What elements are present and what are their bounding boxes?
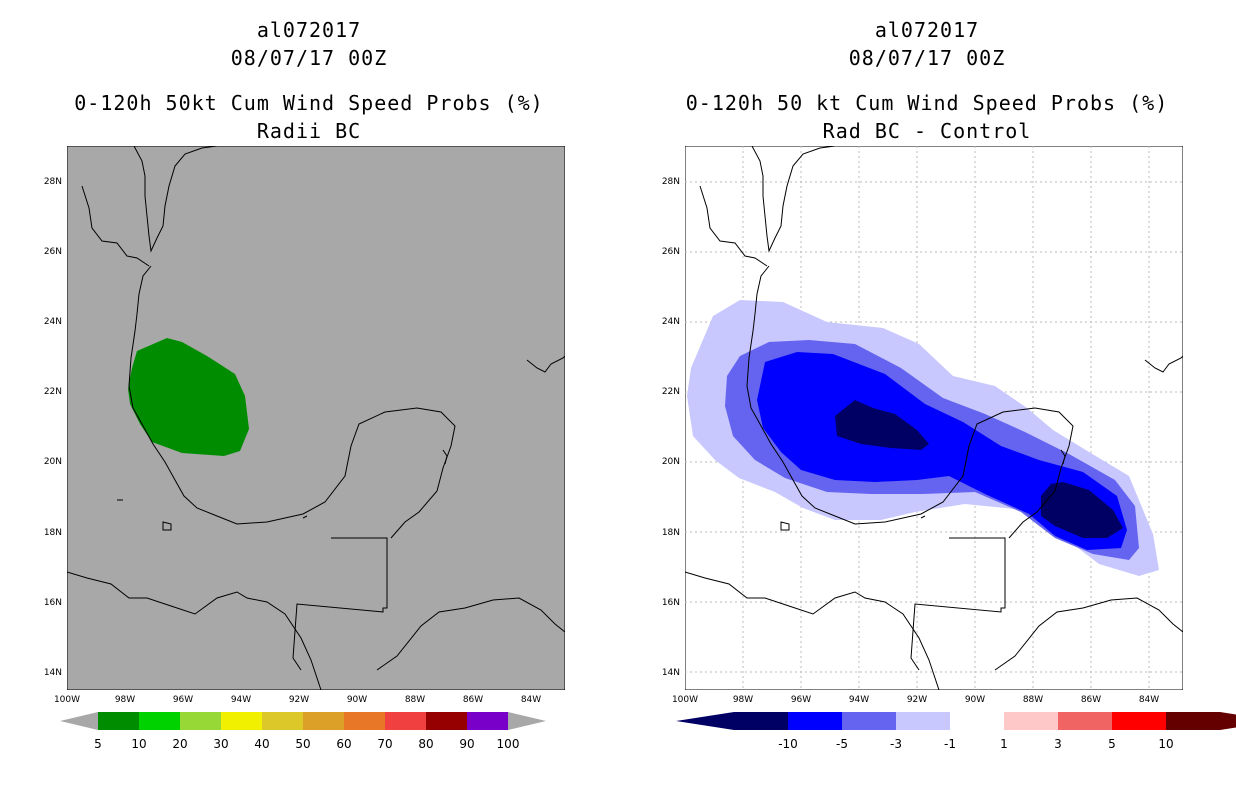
lat-label: 22N: [43, 387, 62, 397]
colorbar-box: [180, 712, 221, 730]
colorbar-label: 30: [213, 737, 229, 751]
colorbar-box: [1004, 712, 1058, 730]
colorbar: [676, 712, 1236, 730]
colorbar-box: [262, 712, 303, 730]
colorbar-box: [788, 712, 842, 730]
lat-label: 16N: [43, 598, 62, 608]
colorbar: [60, 712, 546, 730]
lat-label: 18N: [661, 528, 680, 538]
colorbar-label: 60: [336, 737, 352, 751]
lat-label: 20N: [661, 457, 680, 467]
datetime: 08/07/17 00Z: [230, 46, 388, 70]
lon-label: 86W: [1080, 695, 1102, 705]
colorbar-label: 3: [1054, 737, 1062, 751]
contour-lt-neg10-east: [1041, 482, 1123, 538]
left-panel: al072017 08/07/17 00Z 0-120h 50kt Cum Wi…: [43, 18, 565, 751]
product-title: 0-120h 50kt Cum Wind Speed Probs (%): [74, 91, 544, 115]
colorbar-label: 5: [94, 737, 102, 751]
colorbar-left-arrow: [676, 712, 734, 730]
lon-label: 92W: [906, 695, 928, 705]
colorbar-box: [734, 712, 788, 730]
storm-id: al072017: [256, 18, 362, 42]
lon-label: 94W: [230, 695, 252, 705]
lon-label: 100W: [53, 695, 81, 705]
lat-label: 22N: [661, 387, 680, 397]
colorbar-box: [221, 712, 262, 730]
colorbar-right-arrow: [1220, 712, 1236, 730]
contour-lt-neg10-west: [835, 400, 929, 450]
coastline: [67, 146, 565, 690]
colorbar-box: [467, 712, 508, 730]
lat-label: 14N: [43, 668, 62, 678]
lat-label: 24N: [661, 317, 680, 327]
colorbar-box: [1166, 712, 1220, 730]
variant-title: Radii BC: [256, 119, 362, 143]
colorbar-label: 20: [172, 737, 188, 751]
lon-label: 84W: [520, 695, 542, 705]
colorbar-label: 10: [1158, 737, 1174, 751]
lat-label: 20N: [43, 457, 62, 467]
colorbar-label: 100: [496, 737, 520, 751]
colorbar-label: 50: [295, 737, 311, 751]
colorbar-label: 70: [377, 737, 393, 751]
map-svg: [67, 146, 565, 690]
colorbar-box: [1058, 712, 1112, 730]
lon-label: 84W: [1138, 695, 1160, 705]
lon-label: 86W: [462, 695, 484, 705]
colorbar-box: [98, 712, 139, 730]
colorbar-label: 90: [459, 737, 475, 751]
colorbar-box: [303, 712, 344, 730]
lat-label: 26N: [43, 247, 62, 257]
colorbar-label: -5: [836, 737, 848, 751]
lon-label: 96W: [172, 695, 194, 705]
map-frame: [67, 146, 565, 690]
contour-neg5-neg10: [757, 352, 1127, 550]
lon-label: 98W: [114, 695, 136, 705]
colorbar-label: -3: [890, 737, 902, 751]
colorbar-box: [344, 712, 385, 730]
map-frame: [685, 146, 1183, 690]
colorbar-label: -10: [778, 737, 798, 751]
lat-label: 18N: [43, 528, 62, 538]
colorbar-box: [896, 712, 950, 730]
prob-contour-5-10: [128, 338, 249, 456]
lat-label: 26N: [661, 247, 680, 257]
lon-label: 90W: [346, 695, 368, 705]
colorbar-box: [842, 712, 896, 730]
coastline: [685, 146, 1183, 690]
storm-id: al072017: [874, 18, 980, 42]
colorbar-right-arrow: [508, 712, 546, 730]
product-title: 0-120h 50 kt Cum Wind Speed Probs (%): [685, 91, 1169, 115]
lon-label: 88W: [404, 695, 426, 705]
colorbar-left-arrow: [60, 712, 98, 730]
lon-label: 88W: [1022, 695, 1044, 705]
lon-label: 92W: [288, 695, 310, 705]
colorbar-box: [385, 712, 426, 730]
right-panel: al072017 08/07/17 00Z 0-120h 50 kt Cum W…: [618, 0, 1236, 800]
lat-label: 28N: [661, 177, 680, 187]
lon-label: 100W: [671, 695, 699, 705]
lat-label: 24N: [43, 317, 62, 327]
lon-label: 94W: [848, 695, 870, 705]
lat-label: 14N: [661, 668, 680, 678]
colorbar-label: 40: [254, 737, 270, 751]
colorbar-label: 1: [1000, 737, 1008, 751]
colorbar-box: [950, 712, 1004, 730]
lon-label: 98W: [732, 695, 754, 705]
variant-title: Rad BC - Control: [822, 119, 1032, 143]
lon-label: 90W: [964, 695, 986, 705]
colorbar-box: [139, 712, 180, 730]
lon-label: 96W: [790, 695, 812, 705]
colorbar-label: 80: [418, 737, 434, 751]
datetime: 08/07/17 00Z: [848, 46, 1006, 70]
colorbar-label: -1: [944, 737, 956, 751]
colorbar-box: [1112, 712, 1166, 730]
colorbar-label: 5: [1108, 737, 1116, 751]
colorbar-label: 10: [131, 737, 147, 751]
lat-label: 28N: [43, 177, 62, 187]
colorbar-box: [426, 712, 467, 730]
map-svg: [685, 146, 1183, 690]
lat-label: 16N: [661, 598, 680, 608]
